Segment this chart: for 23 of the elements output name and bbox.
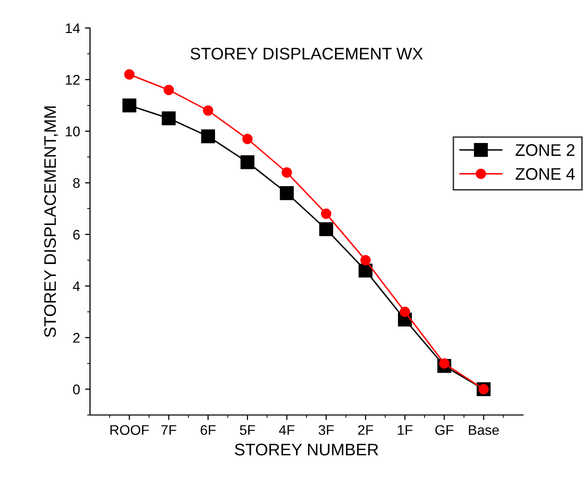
- x-tick-label: 1F: [398, 425, 412, 435]
- x-tick-label: 2F: [358, 425, 374, 435]
- x-tick-label: 6F: [200, 425, 216, 435]
- x-tick-label: 5F: [240, 425, 256, 435]
- y-tick-label: 8: [73, 178, 80, 188]
- x-tick-label: GF: [435, 425, 454, 435]
- x-tick-label: 3F: [318, 425, 334, 435]
- y-tick-label: 10: [66, 126, 80, 136]
- legend-label: ZONE 2: [516, 144, 574, 156]
- y-tick-label: 4: [72, 281, 80, 292]
- x-tick-label: Base: [468, 425, 499, 435]
- y-tick-label: 6: [73, 230, 80, 240]
- legend-label: ZONE 4: [516, 168, 575, 180]
- y-tick-label: 2: [73, 332, 80, 343]
- x-axis-title: STOREY NUMBER: [234, 444, 378, 456]
- text: STOREY DISPLACEMENT WX: [190, 48, 423, 60]
- x-tick-label: 7F: [161, 425, 176, 435]
- y-axis-title: STOREY DISPLACEMENT,MM: [44, 106, 58, 338]
- y-tick-label: 0: [73, 384, 80, 394]
- y-tick-label: 12: [66, 74, 80, 85]
- x-tick-label: ROOF: [110, 425, 149, 435]
- y-tick-label: 14: [66, 23, 80, 34]
- x-tick-label: 4F: [279, 425, 294, 435]
